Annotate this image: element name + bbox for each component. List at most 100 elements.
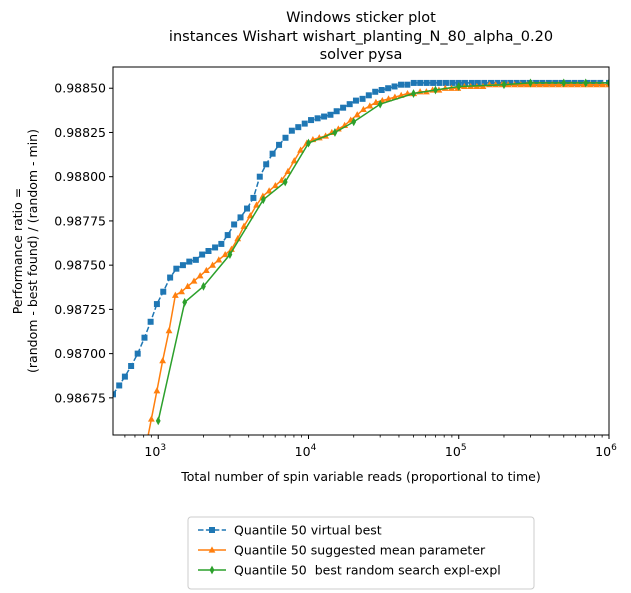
y-tick-label: 0.98750 <box>54 258 106 273</box>
data-point <box>378 87 385 93</box>
chart-title-line-1: Windows sticker plot <box>286 10 436 26</box>
data-point <box>430 79 437 86</box>
data-point <box>196 272 204 279</box>
data-point <box>237 214 244 221</box>
data-point <box>165 327 173 334</box>
data-point <box>116 382 123 389</box>
data-point <box>542 81 550 88</box>
data-point <box>284 167 292 174</box>
data-point <box>215 256 223 263</box>
data-point <box>209 261 216 268</box>
data-point <box>155 416 161 426</box>
data-point <box>250 194 257 201</box>
data-point <box>442 79 449 86</box>
data-point <box>410 79 417 86</box>
series-line <box>157 82 609 422</box>
data-point <box>474 79 481 86</box>
series-line <box>147 83 609 435</box>
data-point <box>346 101 353 108</box>
legend-marker <box>209 527 215 533</box>
data-point <box>263 161 270 168</box>
legend-label: Quantile 50 best random search expl-expl <box>234 563 501 578</box>
data-point <box>153 387 161 394</box>
x-tick-exponent: 6 <box>611 443 617 453</box>
legend-box <box>187 516 535 590</box>
series-1 <box>113 79 609 398</box>
legend-entry: Quantile 50 virtual best <box>198 523 382 538</box>
data-point <box>260 195 266 205</box>
chart-title-line-3: solver pysa <box>320 47 403 63</box>
data-point <box>218 240 225 247</box>
data-point <box>417 79 424 86</box>
data-point <box>327 111 334 118</box>
data-point <box>359 95 366 102</box>
x-tick-exponent: 5 <box>461 443 467 453</box>
y-axis-label-line-2: (random - best found) / (random - min) <box>25 129 40 373</box>
data-point <box>282 134 289 141</box>
data-point <box>290 157 298 164</box>
data-point <box>212 244 219 251</box>
data-point <box>253 201 260 208</box>
data-point <box>436 79 443 86</box>
data-point <box>276 141 283 148</box>
data-point <box>372 88 379 95</box>
data-point <box>288 127 295 134</box>
y-tick-label: 0.98800 <box>54 169 106 184</box>
x-tick-exponent: 4 <box>311 443 317 453</box>
plot-frame <box>112 66 610 436</box>
plot-series <box>113 78 609 435</box>
data-point <box>398 81 405 88</box>
data-point <box>221 250 229 258</box>
data-point <box>306 138 311 148</box>
data-point <box>468 79 475 86</box>
data-point <box>259 192 267 199</box>
data-point <box>321 113 328 120</box>
x-tick-base: 10 <box>445 444 461 459</box>
legend-label: Quantile 50 suggested mean parameter <box>234 543 486 558</box>
data-point <box>314 115 321 122</box>
data-point <box>606 78 609 88</box>
data-point <box>190 277 198 284</box>
data-point <box>461 79 468 86</box>
data-point <box>593 81 600 88</box>
data-point <box>271 181 279 189</box>
data-point <box>507 79 514 86</box>
data-point <box>360 105 367 113</box>
data-point <box>567 81 575 88</box>
data-point <box>128 363 135 369</box>
data-point <box>153 301 160 308</box>
data-point <box>178 288 185 295</box>
legend-marker <box>208 546 216 553</box>
data-point <box>201 281 206 291</box>
data-point <box>586 81 594 88</box>
data-point <box>205 248 212 254</box>
data-point <box>308 117 315 124</box>
data-point <box>353 111 361 118</box>
legend-entry: Quantile 50 best random search expl-expl <box>198 563 501 578</box>
x-tick-label: 106 <box>595 443 617 459</box>
data-point <box>449 79 456 86</box>
data-point <box>147 415 155 422</box>
x-tick-exponent: 3 <box>160 443 166 453</box>
y-tick-label: 0.98850 <box>54 81 106 96</box>
data-point <box>113 391 116 398</box>
data-point <box>159 357 167 364</box>
data-point <box>199 251 206 258</box>
data-point <box>372 98 380 105</box>
data-point <box>583 78 589 88</box>
data-point <box>224 232 231 239</box>
x-tick-label: 104 <box>295 443 317 459</box>
data-point <box>488 79 495 86</box>
data-point <box>332 128 338 137</box>
series-3 <box>155 78 609 426</box>
data-point <box>494 79 501 86</box>
x-axis-ticks: 103 104 105 106 <box>124 435 617 459</box>
data-point <box>173 265 180 272</box>
data-point <box>256 173 263 180</box>
data-point <box>246 212 254 219</box>
y-tick-label: 0.98675 <box>54 390 106 405</box>
x-axis-label: Total number of spin variable reads (pro… <box>180 469 541 484</box>
legend-label: Quantile 50 virtual best <box>234 523 382 538</box>
data-point <box>561 78 567 88</box>
